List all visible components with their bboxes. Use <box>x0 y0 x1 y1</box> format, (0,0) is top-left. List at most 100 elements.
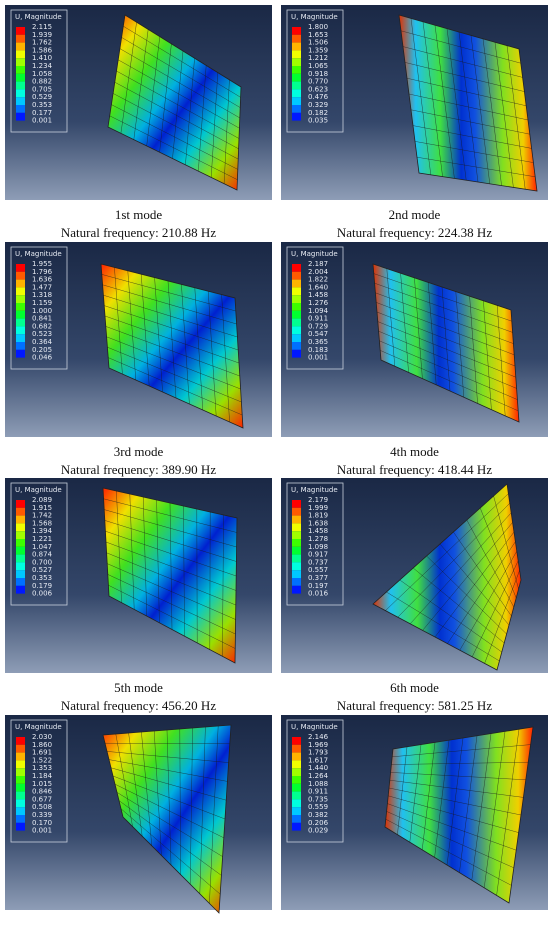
panel: U, Magnitude 2.1872.0041.8221.6401.4581.2… <box>281 242 548 437</box>
legend-value: 1.742 <box>32 512 52 520</box>
mesh-line <box>179 728 181 875</box>
legend-band <box>16 58 25 66</box>
legend-band <box>292 744 301 753</box>
legend-band <box>292 279 301 288</box>
legend-value: 0.547 <box>308 330 328 338</box>
legend-value: 1.638 <box>308 519 328 527</box>
mesh-line <box>471 560 519 657</box>
mesh-line <box>183 505 185 637</box>
legend-value: 0.177 <box>32 109 52 117</box>
legend-value: 1.058 <box>32 70 52 78</box>
mesh-line <box>471 733 492 881</box>
legend-value: 0.729 <box>308 322 328 330</box>
legend-value: 1.410 <box>32 54 52 62</box>
mesh-line <box>181 284 190 405</box>
legend-band <box>292 105 301 113</box>
legend-value: 1.098 <box>308 543 328 551</box>
legend-value: 0.197 <box>308 582 328 590</box>
frequency: Natural frequency: 389.90 Hz <box>61 462 216 477</box>
mesh-line <box>222 514 224 657</box>
legend-value: 1.691 <box>32 749 52 757</box>
legend-value: 0.677 <box>32 795 52 803</box>
legend-value: 1.522 <box>32 756 52 764</box>
legend-value: 1.088 <box>308 780 328 788</box>
mesh-line <box>380 350 519 412</box>
legend-band <box>292 815 301 823</box>
legend-value: 1.212 <box>308 54 328 62</box>
caption: 6th mode <box>390 680 439 695</box>
legend-value: 0.182 <box>308 109 328 117</box>
legend-value: 2.187 <box>308 260 328 268</box>
legend-band <box>292 264 301 272</box>
legend-value: 0.339 <box>32 811 52 819</box>
mesh-line <box>194 287 204 411</box>
mesh-line <box>185 58 195 165</box>
legend-band <box>292 34 301 43</box>
legend-band <box>292 799 301 808</box>
mesh-line <box>118 800 222 876</box>
mode-shape <box>372 263 520 423</box>
legend-value: 1.440 <box>308 764 328 772</box>
legend-band <box>16 744 25 753</box>
mesh-line <box>112 775 226 820</box>
legend-band <box>292 585 301 594</box>
legend-band <box>292 50 301 59</box>
panel: U, Magnitude 1.9551.7961.6361.4771.3181.1… <box>5 242 272 437</box>
mesh-line <box>470 35 491 184</box>
legend-band <box>292 326 301 335</box>
mesh-line <box>483 300 492 410</box>
legend-value: 1.477 <box>32 283 52 291</box>
legend-value: 1.617 <box>308 756 328 764</box>
panel: U, Magnitude 2.0891.9151.7421.5681.3941.2… <box>5 478 272 673</box>
legend-band <box>292 318 301 327</box>
mesh-line <box>111 104 238 170</box>
legend-value: 0.559 <box>308 803 328 811</box>
legend-value: 1.234 <box>32 62 53 70</box>
legend-band <box>292 271 301 280</box>
legend-band <box>16 799 25 808</box>
legend-band <box>16 807 25 815</box>
legend-band <box>16 112 25 121</box>
mesh-line <box>496 729 520 896</box>
mesh-line <box>416 156 536 178</box>
legend-band <box>292 58 301 66</box>
mesh-line <box>107 563 236 620</box>
legend-value: 1.800 <box>308 23 328 31</box>
mode-shape <box>100 263 244 429</box>
legend-value: 1.276 <box>308 299 329 307</box>
legend-value: 1.653 <box>308 31 328 39</box>
legend-band <box>16 570 25 578</box>
legend-band <box>16 760 25 769</box>
mesh-line <box>386 591 500 662</box>
mesh-line <box>104 315 240 364</box>
legend-band <box>16 271 25 280</box>
legend-value: 2.089 <box>32 496 52 504</box>
mesh-line <box>455 291 465 398</box>
legend-band <box>292 737 301 745</box>
legend-band <box>292 97 301 105</box>
legend-value: 0.557 <box>308 566 328 574</box>
legend-band <box>292 310 301 319</box>
legend-band <box>292 27 301 35</box>
mesh-line <box>108 357 243 416</box>
legend-band <box>292 303 301 311</box>
legend-title: U, Magnitude <box>291 13 338 21</box>
mesh-line <box>210 72 219 178</box>
legend-value: 1.640 <box>308 283 328 291</box>
legend-box <box>10 482 68 606</box>
mesh-line <box>221 294 230 423</box>
legend-title: U, Magnitude <box>291 486 338 494</box>
legend-value: 0.527 <box>32 566 52 574</box>
legend-title: U, Magnitude <box>15 486 62 494</box>
legend-band <box>16 776 25 784</box>
legend-value: 0.329 <box>308 101 328 109</box>
mesh-line <box>426 555 507 635</box>
legend-value: 0.206 <box>308 819 329 827</box>
legend-value: 0.046 <box>32 354 53 362</box>
mesh-line <box>399 579 502 653</box>
legend-value: 1.796 <box>32 268 53 276</box>
legend-band <box>16 27 25 35</box>
legend-band <box>292 81 301 90</box>
legend-value: 2.146 <box>308 733 329 741</box>
mesh-line <box>447 541 516 644</box>
